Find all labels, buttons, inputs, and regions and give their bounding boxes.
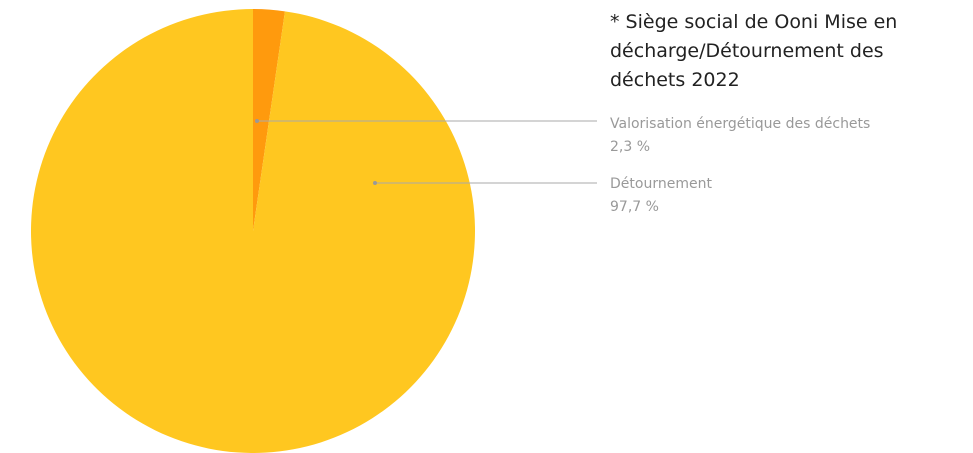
chart-title: * Siège social de Ooni Mise en décharge/… xyxy=(610,11,898,91)
pie-slice xyxy=(31,9,475,453)
pie-slice xyxy=(253,9,285,231)
slice-value: 2,3 % xyxy=(610,139,650,155)
slice-value: 97,7 % xyxy=(610,199,659,215)
slice-label: Détournement xyxy=(610,176,712,192)
leader-dot xyxy=(373,181,377,185)
slice-label: Valorisation énergétique des déchets xyxy=(610,116,870,132)
leader-dot xyxy=(255,119,259,123)
